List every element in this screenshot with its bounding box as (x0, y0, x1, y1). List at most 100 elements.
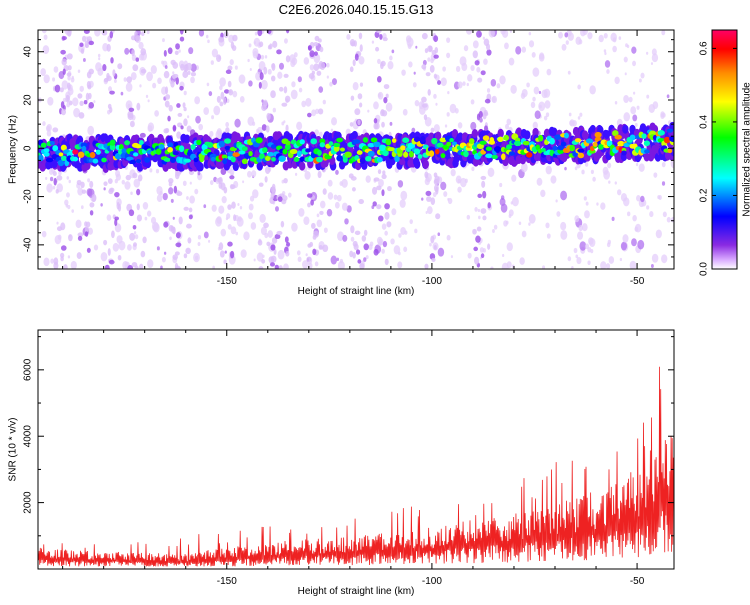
noise-blob (70, 260, 77, 269)
noise-streak (377, 215, 384, 222)
noise-streak (80, 48, 85, 54)
noise-blob (316, 213, 320, 218)
noise-blob (482, 36, 485, 40)
noise-blob (407, 43, 412, 49)
ridge-peak (439, 137, 447, 143)
noise-blob (421, 197, 424, 201)
ridge-peak (666, 128, 674, 133)
noise-streak (179, 30, 184, 35)
noise-streak (60, 49, 66, 55)
noise-blob (213, 105, 221, 116)
noise-blob (248, 43, 252, 48)
noise-blob (486, 88, 491, 93)
noise-streak (264, 166, 271, 174)
noise-blob (133, 231, 137, 235)
noise-streak (89, 180, 94, 189)
noise-blob (149, 168, 153, 173)
noise-blob (463, 45, 469, 52)
ridge-peak (376, 157, 383, 163)
ridge-peak (451, 141, 458, 146)
noise-streak (79, 100, 84, 106)
ridge-peak (440, 153, 446, 159)
noise-blob (536, 177, 543, 186)
noise-blob (574, 166, 578, 171)
ridge-peak (278, 155, 286, 162)
spectrogram-heatmap (38, 30, 674, 269)
noise-blob (62, 97, 67, 103)
noise-streak (182, 102, 186, 109)
ridge-peak (109, 144, 116, 151)
noise-streak (433, 73, 438, 79)
noise-streak (434, 175, 440, 184)
noise-blob (258, 60, 266, 71)
ridge-peak (449, 138, 454, 143)
noise-blob (190, 76, 195, 84)
ridge-peak (190, 144, 196, 150)
ridge-peak (508, 151, 516, 156)
noise-streak (318, 38, 322, 43)
noise-blob (636, 194, 641, 202)
noise-blob (368, 244, 373, 251)
noise-blob (189, 195, 195, 204)
noise-blob (170, 198, 174, 203)
noise-blob (283, 263, 289, 269)
ridge-peak (592, 141, 598, 147)
ridge-peak (367, 142, 375, 148)
noise-blob (352, 82, 359, 91)
noise-blob (188, 47, 194, 55)
ridge-base (452, 158, 459, 168)
ridge-peak (525, 152, 533, 158)
noise-streak (361, 235, 367, 242)
noise-streak (375, 46, 380, 52)
ridge-peak (617, 140, 625, 147)
noise-blob (146, 30, 150, 35)
ridge-peak (333, 142, 341, 148)
colorbar-tick-label: 0.6 (699, 41, 710, 55)
noise-blob (56, 221, 59, 225)
noise-blob (558, 31, 563, 39)
noise-blob (336, 257, 340, 262)
noise-blob (542, 265, 546, 269)
noise-streak (359, 263, 365, 269)
noise-blob (243, 231, 250, 241)
noise-blob (457, 186, 462, 193)
noise-blob (607, 239, 611, 245)
noise-streak (283, 177, 288, 184)
ridge-peak (92, 158, 99, 164)
ridge-peak (501, 153, 506, 161)
noise-blob (496, 83, 501, 89)
noise-blob (346, 205, 352, 213)
noise-blob (103, 187, 106, 191)
noise-blob (52, 185, 56, 190)
noise-blob (604, 51, 607, 56)
noise-blob (203, 231, 209, 239)
noise-blob (304, 170, 311, 180)
noise-blob (313, 53, 321, 64)
noise-blob (623, 197, 630, 207)
noise-blob (377, 58, 381, 64)
noise-blob (219, 85, 223, 91)
noise-blob (298, 208, 305, 217)
noise-streak (354, 230, 361, 236)
noise-streak (89, 210, 94, 216)
noise-blob (115, 170, 121, 178)
noise-blob (40, 68, 46, 77)
noise-blob (41, 30, 47, 34)
noise-streak (349, 66, 354, 73)
noise-streak (484, 98, 491, 104)
ridge-peak (403, 151, 409, 158)
noise-blob (130, 72, 137, 81)
noise-streak (109, 90, 115, 95)
noise-blob (590, 248, 594, 254)
noise-streak (102, 64, 107, 72)
noise-blob (68, 179, 71, 184)
ridge-peak (598, 143, 604, 150)
noise-blob (301, 100, 307, 108)
noise-blob (385, 102, 393, 112)
noise-blob (303, 216, 310, 225)
noise-blob (627, 211, 631, 217)
noise-streak (428, 45, 433, 52)
noise-streak (227, 65, 233, 71)
noise-streak (182, 70, 189, 79)
noise-blob (518, 221, 522, 226)
